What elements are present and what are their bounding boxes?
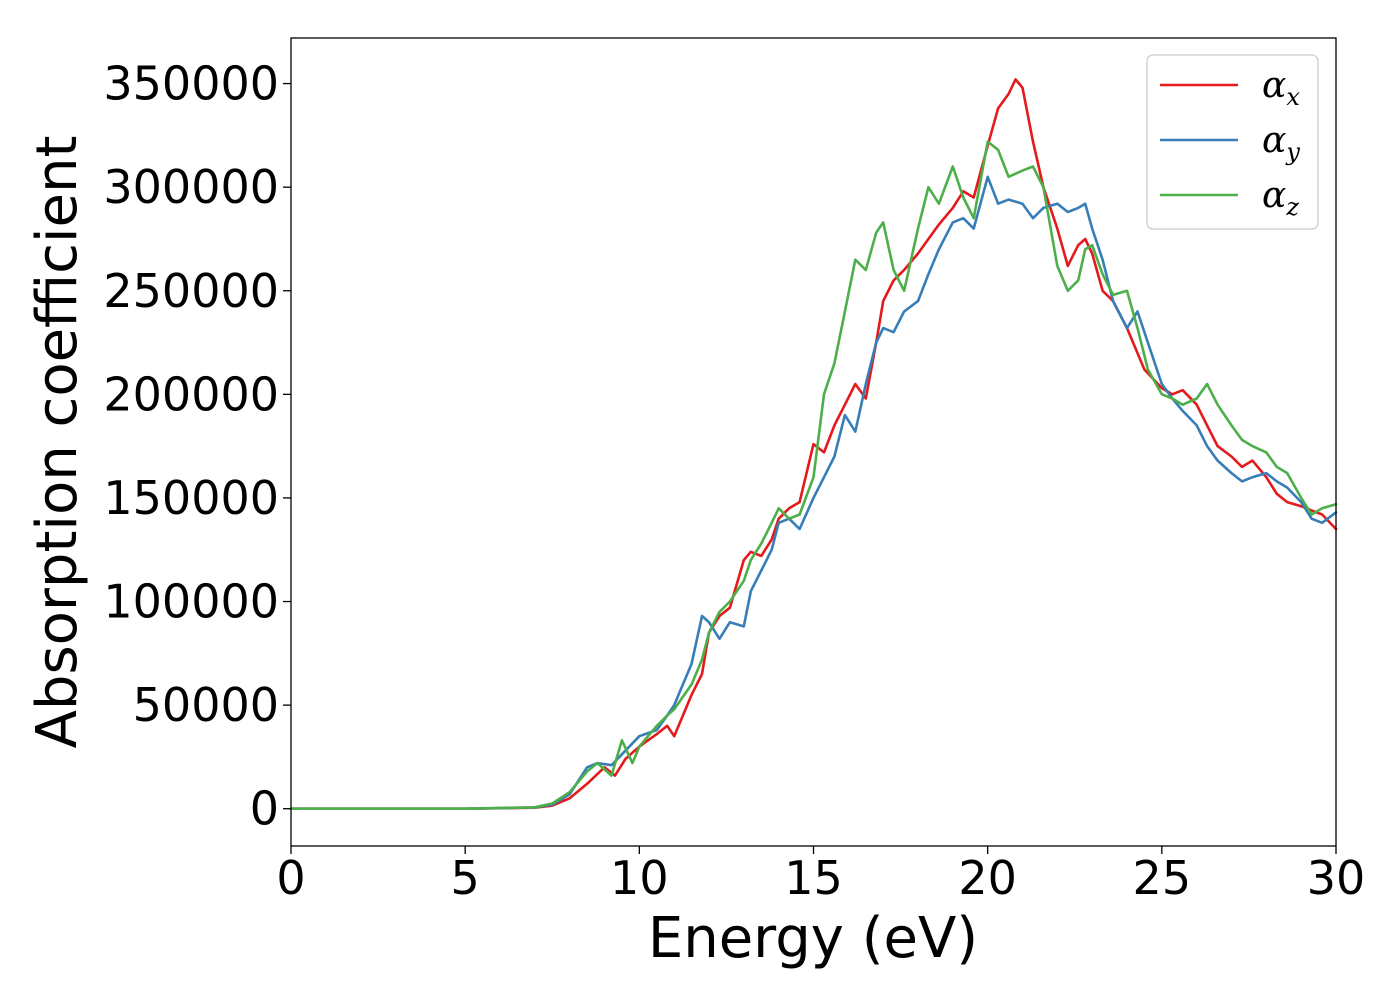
y-tick-label: 350000 — [103, 57, 279, 111]
series-line-x — [289, 78, 1338, 810]
legend-box — [1146, 54, 1319, 230]
legend-label-z: αz — [1262, 175, 1299, 221]
y-tick-label: 250000 — [103, 264, 279, 318]
x-tick-label: 15 — [784, 851, 843, 905]
x-tick-label: 10 — [610, 851, 669, 905]
x-axis-title: Energy (eV) — [648, 906, 978, 971]
y-tick-label: 150000 — [103, 471, 279, 525]
y-tick-label: 0 — [250, 782, 279, 836]
legend-label-x: αx — [1262, 65, 1300, 111]
plot-lines — [289, 78, 1338, 810]
y-tick-label: 100000 — [103, 575, 279, 629]
legend: αx αy αz — [1146, 54, 1319, 230]
y-tick-label: 200000 — [103, 367, 279, 421]
y-axis-title: Absorption coefficient — [25, 136, 90, 749]
x-tick-label: 0 — [276, 851, 305, 905]
series-line-y — [289, 175, 1338, 810]
y-axis-ticks: 0 50000 100000 150000 200000 250000 300000 3500… — [103, 57, 291, 836]
series-line-z — [289, 140, 1338, 810]
x-axis-ticks: 0 5 10 15 20 25 30 — [276, 846, 1365, 905]
y-tick-label: 300000 — [103, 160, 279, 214]
x-tick-label: 25 — [1133, 851, 1192, 905]
x-tick-label: 20 — [958, 851, 1017, 905]
x-tick-label: 5 — [451, 851, 480, 905]
legend-label-y: αy — [1262, 120, 1300, 166]
x-tick-label: 30 — [1307, 851, 1366, 905]
y-tick-label: 50000 — [133, 678, 279, 732]
